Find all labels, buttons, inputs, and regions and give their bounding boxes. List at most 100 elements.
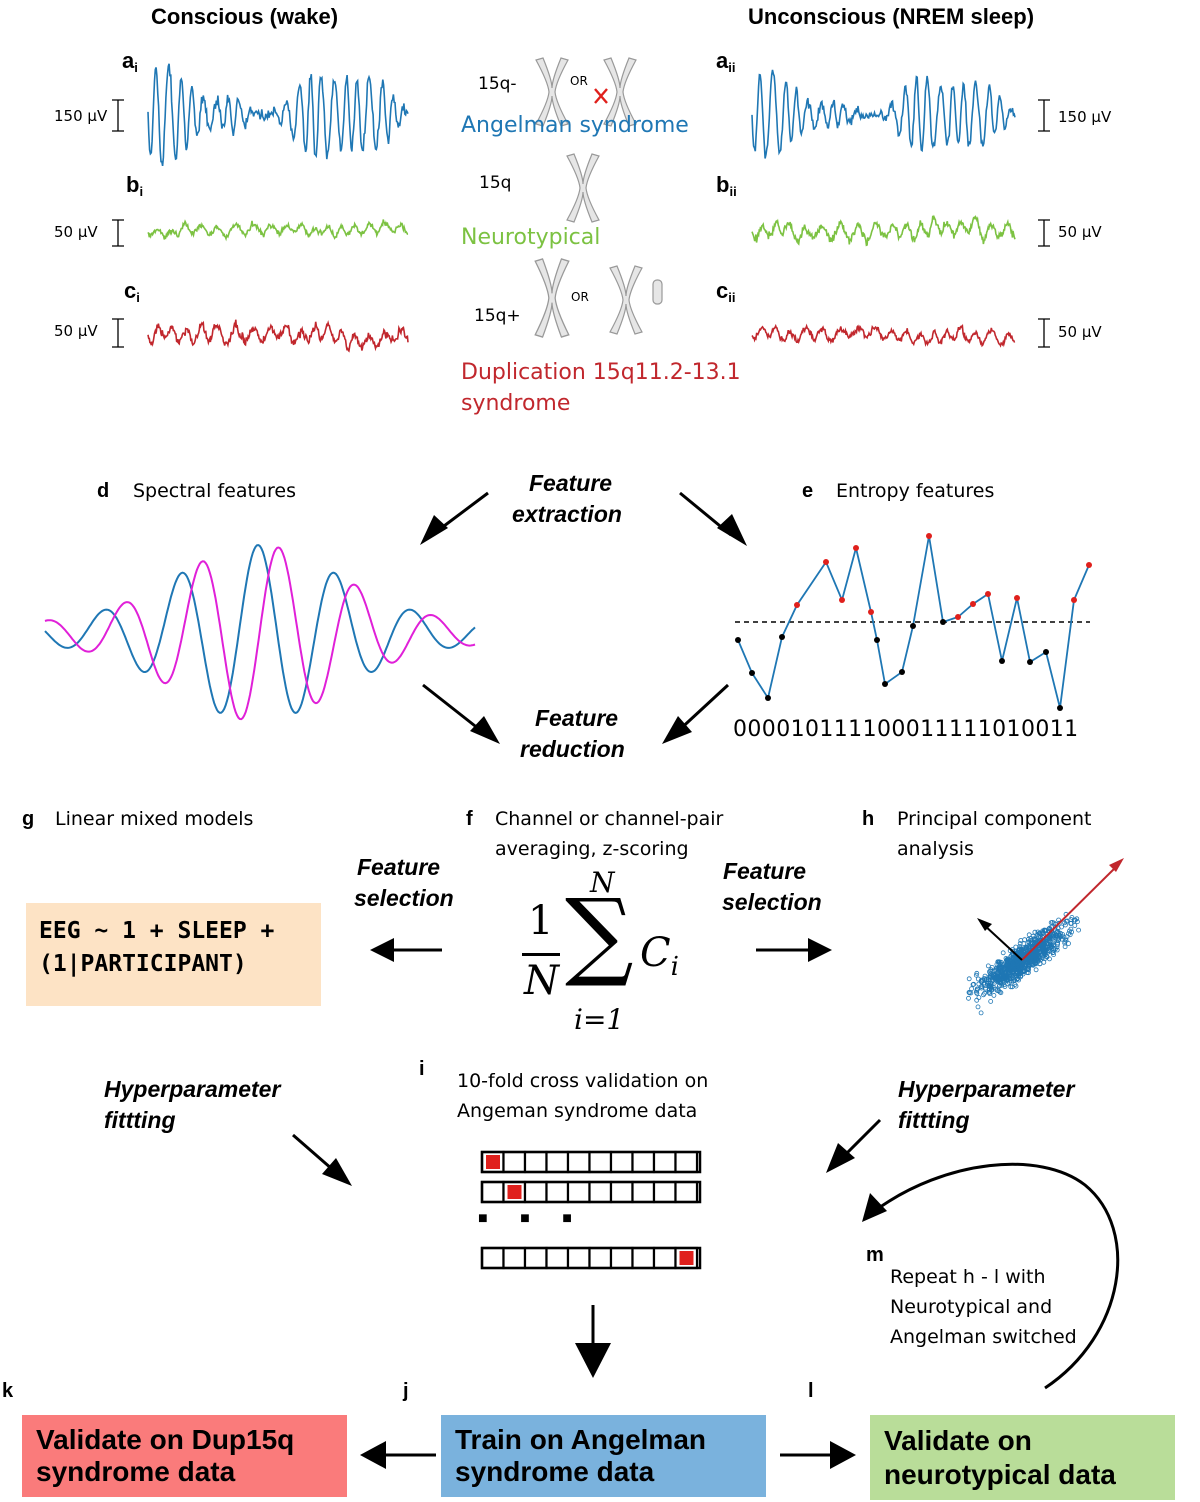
validate-dup15q-line2: syndrome data <box>36 1456 236 1487</box>
entropy-point <box>940 619 946 625</box>
eeg-trace-neurotypical-sleep <box>751 214 1016 247</box>
pca-point <box>1063 938 1069 943</box>
pca-point <box>1074 916 1080 922</box>
fold-cell <box>588 1150 613 1174</box>
panel-label-b-ii: bii <box>716 172 737 199</box>
scale-label-c-i: 50 µV <box>54 322 98 340</box>
pca-point <box>985 963 991 969</box>
genotype-name-angelman: Angelman syndrome <box>461 113 689 138</box>
pca-point <box>1069 929 1074 935</box>
pca-point <box>1011 963 1017 968</box>
train-angelman-box: Train on Angelman syndrome data <box>441 1415 766 1497</box>
validate-neurotypical-line2: neurotypical data <box>884 1458 1116 1490</box>
hyperparameter-left-line2: fittting <box>104 1107 176 1133</box>
fold-cell <box>523 1246 548 1270</box>
feature-reduction-line2: reduction <box>520 736 625 762</box>
equation-term: Ci <box>640 930 679 982</box>
eeg-trace-dup15q-wake <box>147 319 409 353</box>
validate-neurotypical-line1: Validate on <box>884 1424 1032 1456</box>
scale-label-c-ii: 50 µV <box>1058 323 1102 341</box>
pca-point <box>1022 937 1027 943</box>
formula-line1: EEG ~ 1 + SLEEP + <box>39 918 275 944</box>
hyperparameter-left-line1: Hyperparameter <box>104 1076 281 1102</box>
pca-point <box>998 990 1004 996</box>
spectral-wave-magenta <box>44 546 476 721</box>
panel-label-i: i <box>419 1058 425 1080</box>
pca-point <box>1072 917 1078 923</box>
repeat-line2: Neurotypical and <box>890 1296 1053 1318</box>
arrowhead <box>575 1343 611 1378</box>
channel-averaging-line2: averaging, z-scoring <box>495 838 689 860</box>
pca-point <box>1049 942 1054 948</box>
pca-point <box>1026 970 1031 976</box>
pca-point <box>1004 975 1009 980</box>
panel-label-g: g <box>22 808 35 830</box>
pca-point <box>1034 949 1040 955</box>
pca-point <box>1011 964 1017 970</box>
title-conscious: Conscious (wake) <box>151 4 339 29</box>
held-out-fold <box>486 1155 500 1169</box>
pca-point <box>1072 923 1078 928</box>
pca-point <box>987 987 992 993</box>
channel-averaging-line1: Channel or channel-pair <box>495 808 724 830</box>
pca-point <box>966 976 972 982</box>
validate-dup15q-box: Validate on Dup15q syndrome data <box>22 1415 347 1497</box>
pca-point <box>1006 957 1012 963</box>
scale-label-a-ii: 150 µV <box>1058 108 1112 126</box>
fold-cell <box>588 1180 613 1204</box>
entropy-point <box>794 602 800 608</box>
pca-point <box>1018 938 1024 943</box>
pca-point <box>979 983 985 989</box>
panel-label-l: l <box>808 1380 814 1402</box>
entropy-point <box>765 695 771 701</box>
fold-cell <box>480 1180 505 1204</box>
pca-point <box>985 977 991 983</box>
pca-point <box>991 993 997 998</box>
pca-point <box>1068 917 1074 922</box>
entropy-point <box>1071 597 1077 603</box>
chromosome-icon <box>534 258 570 338</box>
pca-point <box>1008 984 1014 990</box>
entropy-features-label: Entropy features <box>836 480 995 502</box>
cross-validation-line1: 10-fold cross validation on <box>457 1070 709 1092</box>
panel-label-c-i: ci <box>124 278 140 305</box>
scale-bar-b-i <box>112 219 124 247</box>
arrowhead <box>420 515 448 545</box>
fold-cell <box>545 1150 570 1174</box>
pca-point <box>987 971 993 977</box>
entropy-point <box>735 637 741 643</box>
entropy-point <box>874 637 880 643</box>
pca-point <box>969 986 974 992</box>
equation-numerator: 1 <box>528 898 554 944</box>
genotype-code-dup15q: 15q+ <box>474 306 521 326</box>
pca-point <box>997 966 1002 972</box>
entropy-points <box>735 533 1092 711</box>
fold-cell <box>566 1180 591 1204</box>
entropy-point <box>1043 649 1049 655</box>
entropy-point <box>899 669 905 675</box>
genotype-code-neurotypical: 15q <box>479 173 512 193</box>
equation-fraction-bar <box>522 953 560 956</box>
validate-dup15q-line1: Validate on Dup15q <box>36 1424 295 1455</box>
chromosome-icon <box>603 57 637 127</box>
fold-cell <box>652 1150 677 1174</box>
arrowhead <box>717 514 747 546</box>
fold-row <box>480 1246 702 1270</box>
pca-point <box>1028 936 1034 941</box>
eeg-trace-dup15q-sleep <box>751 323 1016 348</box>
pca-point <box>968 990 974 996</box>
cross-validation-line2: Angeman syndrome data <box>457 1100 698 1122</box>
panel-label-h: h <box>862 808 875 830</box>
fold-cell <box>523 1150 548 1174</box>
scale-label-a-i: 150 µV <box>54 107 108 125</box>
fold-cell <box>545 1180 570 1204</box>
fold-cell <box>631 1180 656 1204</box>
pca-point <box>1001 964 1007 970</box>
pca-point <box>988 999 994 1004</box>
pca-point <box>997 989 1003 995</box>
genotype-name-dup15q-line2: syndrome <box>461 391 571 416</box>
entropy-point <box>970 601 976 607</box>
panel-label-a-ii: aii <box>716 48 736 75</box>
scale-bar-a-i <box>112 99 124 132</box>
pca-point <box>1025 967 1030 972</box>
